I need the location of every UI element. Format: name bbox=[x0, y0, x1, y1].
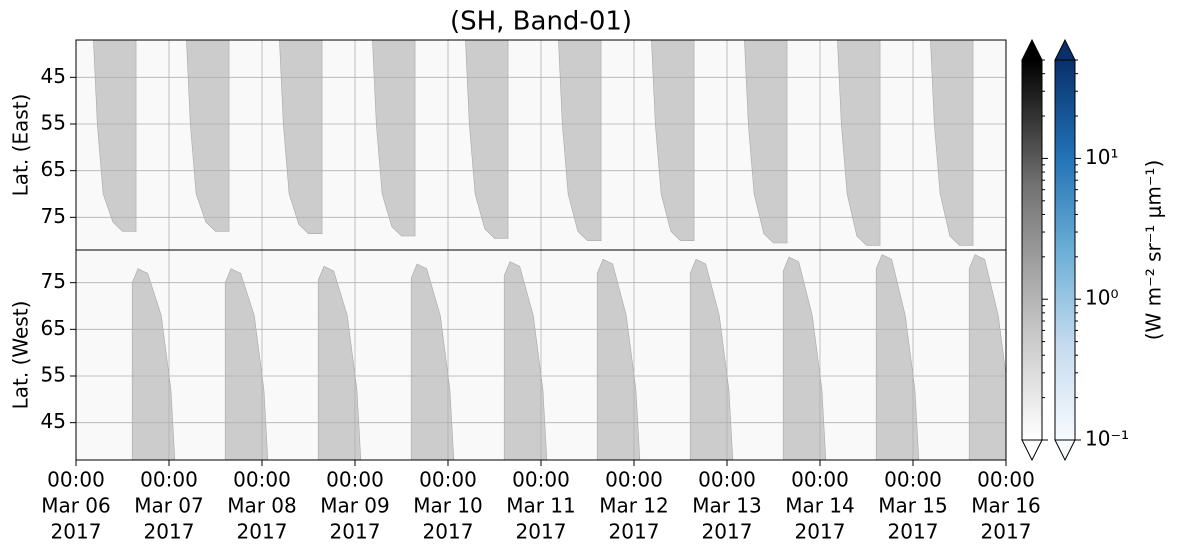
swath bbox=[224, 268, 269, 460]
x-tick-label: Mar 11 bbox=[506, 494, 576, 518]
colorbar-label: (W m⁻² sr⁻¹ μm⁻¹) bbox=[1142, 160, 1166, 341]
x-tick-label: 2017 bbox=[423, 520, 474, 544]
swath bbox=[558, 40, 602, 241]
swath bbox=[186, 40, 230, 232]
y-axis-label: Lat. (West) bbox=[9, 301, 33, 410]
x-tick-label: Mar 09 bbox=[320, 494, 390, 518]
x-tick-label: 00:00 bbox=[47, 468, 105, 492]
swath bbox=[875, 254, 920, 460]
x-tick-label: Mar 07 bbox=[134, 494, 204, 518]
x-tick-label: 2017 bbox=[330, 520, 381, 544]
y-tick-label: 45 bbox=[41, 64, 66, 88]
y-tick-label: 65 bbox=[41, 316, 66, 340]
colorbar-tick-label: 10⁻¹ bbox=[1085, 427, 1129, 451]
x-tick-label: 00:00 bbox=[698, 468, 756, 492]
x-tick-label: 2017 bbox=[516, 520, 567, 544]
x-tick-label: 00:00 bbox=[326, 468, 384, 492]
x-tick-label: 00:00 bbox=[884, 468, 942, 492]
swath bbox=[465, 40, 509, 239]
x-tick-label: Mar 12 bbox=[599, 494, 669, 518]
swath bbox=[689, 258, 734, 460]
panel bbox=[76, 250, 1006, 460]
colorbar-tick-label: 10⁰ bbox=[1085, 286, 1118, 310]
swath bbox=[930, 40, 974, 246]
chart-title: (SH, Band-01) bbox=[450, 7, 632, 37]
x-tick-label: Mar 10 bbox=[413, 494, 483, 518]
x-tick-label: 2017 bbox=[702, 520, 753, 544]
swath bbox=[131, 268, 176, 460]
swath bbox=[372, 40, 416, 237]
x-tick-label: Mar 14 bbox=[785, 494, 855, 518]
swath bbox=[317, 265, 362, 460]
y-tick-label: 45 bbox=[41, 409, 66, 433]
swath bbox=[93, 40, 137, 232]
x-tick-label: 2017 bbox=[795, 520, 846, 544]
swath bbox=[782, 256, 827, 460]
colorbar bbox=[1022, 60, 1042, 440]
x-tick-label: Mar 06 bbox=[41, 494, 111, 518]
y-tick-label: 55 bbox=[41, 111, 66, 135]
x-tick-label: 2017 bbox=[237, 520, 288, 544]
x-tick-label: Mar 15 bbox=[878, 494, 948, 518]
x-tick-label: Mar 16 bbox=[971, 494, 1041, 518]
y-axis-label: Lat. (East) bbox=[9, 94, 33, 197]
colorbar-extend-min bbox=[1021, 439, 1043, 462]
colorbar-frame bbox=[1021, 59, 1043, 441]
colorbar-extend-min bbox=[1054, 439, 1076, 462]
x-tick-label: 00:00 bbox=[512, 468, 570, 492]
colorbar-extend-max bbox=[1021, 38, 1043, 61]
x-tick-label: 00:00 bbox=[140, 468, 198, 492]
y-tick-label: 75 bbox=[41, 269, 66, 293]
swath bbox=[503, 261, 548, 460]
x-tick-label: 2017 bbox=[609, 520, 660, 544]
swath bbox=[596, 258, 641, 460]
x-tick-label: Mar 08 bbox=[227, 494, 297, 518]
x-tick-label: 2017 bbox=[981, 520, 1032, 544]
colorbar bbox=[1055, 60, 1075, 440]
colorbar-frame bbox=[1054, 59, 1076, 441]
swath bbox=[279, 40, 323, 234]
colorbar-tick-label: 10¹ bbox=[1085, 145, 1118, 169]
x-tick-label: 2017 bbox=[888, 520, 939, 544]
x-tick-label: 00:00 bbox=[419, 468, 477, 492]
y-tick-label: 75 bbox=[41, 204, 66, 228]
x-tick-label: 00:00 bbox=[233, 468, 291, 492]
y-tick-label: 65 bbox=[41, 157, 66, 181]
x-tick-label: 2017 bbox=[144, 520, 195, 544]
swath bbox=[410, 263, 455, 460]
x-tick-label: 00:00 bbox=[977, 468, 1035, 492]
colorbar-extend-max bbox=[1054, 38, 1076, 61]
swath bbox=[744, 40, 788, 244]
x-tick-label: Mar 13 bbox=[692, 494, 762, 518]
x-tick-label: 00:00 bbox=[605, 468, 663, 492]
swath bbox=[837, 40, 881, 246]
x-tick-label: 00:00 bbox=[791, 468, 849, 492]
y-tick-label: 55 bbox=[41, 363, 66, 387]
x-tick-label: 2017 bbox=[51, 520, 102, 544]
swath bbox=[651, 40, 695, 241]
swath bbox=[968, 254, 1006, 460]
